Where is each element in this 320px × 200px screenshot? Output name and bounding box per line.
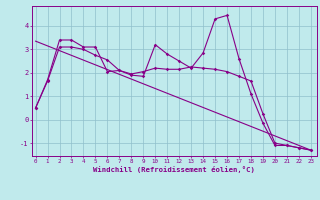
X-axis label: Windchill (Refroidissement éolien,°C): Windchill (Refroidissement éolien,°C): [93, 166, 255, 173]
